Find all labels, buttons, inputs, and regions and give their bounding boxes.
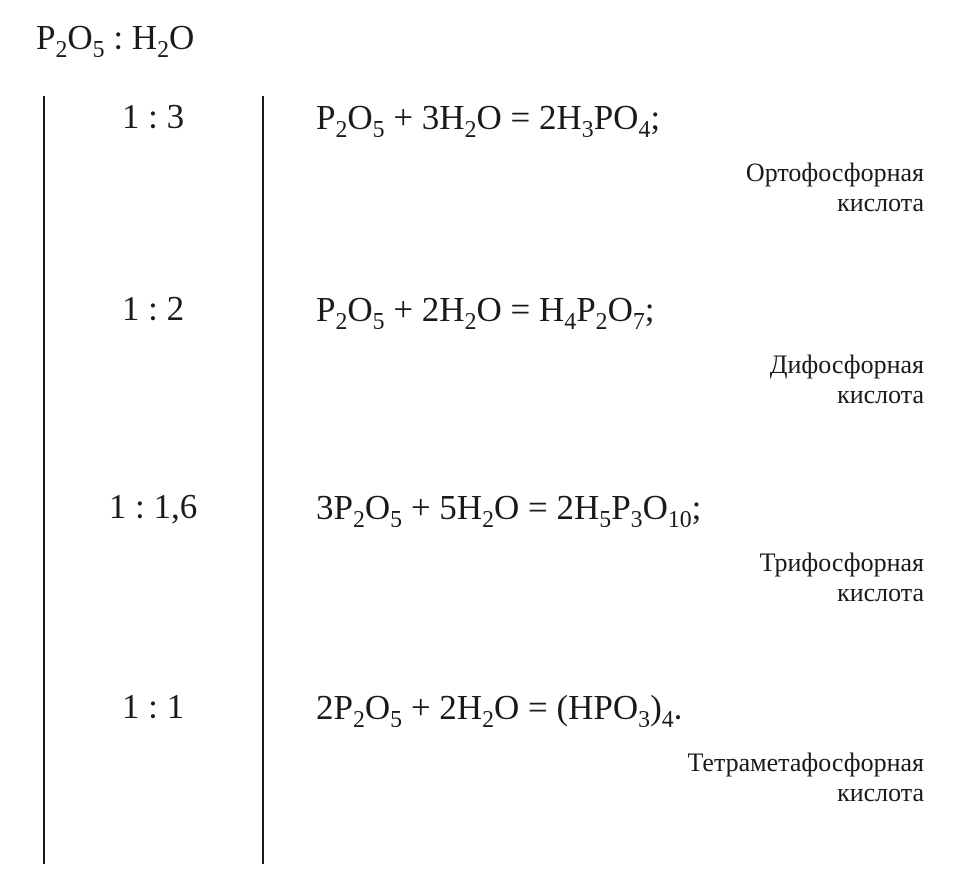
ratio-cell: 1 : 3	[56, 96, 250, 288]
ratio-cell: 1 : 1,6	[56, 486, 250, 686]
equation-text: P2O5 + 2H2O = H4P2O7;	[276, 288, 940, 332]
equation-cell: P2O5 + 3H2O = 2H3PO4; Ортофосфорнаякисло…	[276, 96, 940, 288]
annotation-text: Трифосфорнаякислота	[276, 548, 940, 608]
equation-cell: P2O5 + 2H2O = H4P2O7; Дифосфорнаякислота	[276, 288, 940, 486]
equation-text: 3P2O5 + 5H2O = 2H5P3O10;	[276, 486, 940, 530]
table-header: P2O5 : H2O	[36, 18, 940, 58]
ratio-text: 1 : 3	[56, 96, 250, 138]
document-root: P2O5 : H2O 1 : 3 1 : 2 1 : 1,6 1 : 1 P2O…	[0, 0, 960, 884]
equation-column: P2O5 + 3H2O = 2H3PO4; Ортофосфорнаякисло…	[276, 96, 940, 864]
ratio-column: 1 : 3 1 : 2 1 : 1,6 1 : 1	[56, 96, 250, 864]
ratio-text: 1 : 1	[56, 686, 250, 728]
annotation-text: Дифосфорнаякислота	[276, 350, 940, 410]
annotation-text: Ортофосфорнаякислота	[276, 158, 940, 218]
divider-left	[43, 96, 45, 864]
equation-text: 2P2O5 + 2H2O = (HPO3)4.	[276, 686, 940, 730]
ratio-cell: 1 : 2	[56, 288, 250, 486]
equation-text: P2O5 + 3H2O = 2H3PO4;	[276, 96, 940, 140]
ratio-text: 1 : 1,6	[56, 486, 250, 528]
ratio-text: 1 : 2	[56, 288, 250, 330]
annotation-text: Тетраметафосфорнаякислота	[276, 748, 940, 808]
equation-cell: 3P2O5 + 5H2O = 2H5P3O10; Трифосфорнаякис…	[276, 486, 940, 686]
reaction-table: 1 : 3 1 : 2 1 : 1,6 1 : 1 P2O5 + 3H2O = …	[32, 96, 940, 864]
divider-right	[262, 96, 264, 864]
ratio-cell: 1 : 1	[56, 686, 250, 864]
equation-cell: 2P2O5 + 2H2O = (HPO3)4. Тетраметафосфорн…	[276, 686, 940, 864]
